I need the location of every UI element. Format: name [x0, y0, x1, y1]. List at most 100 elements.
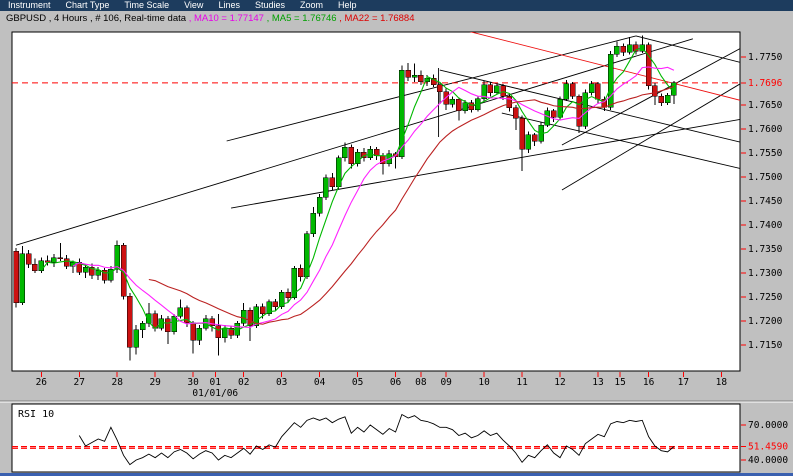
trend-line-black[interactable] [635, 35, 793, 76]
price-tick-label: 1.7500 [748, 172, 783, 183]
candle-down [259, 306, 266, 315]
price-tick-label: 1.7400 [748, 220, 783, 231]
candle-up [582, 92, 589, 127]
menu-item-help[interactable]: Help [338, 0, 357, 10]
current-price-label: 1.7696 [748, 78, 783, 89]
trend-line-black[interactable] [439, 69, 793, 155]
time-tick-label: 03 [276, 377, 287, 388]
price-tick-label: 1.7250 [748, 292, 783, 303]
candle-up [399, 70, 405, 158]
price-tick-label: 1.7200 [748, 316, 783, 327]
candle-up [222, 327, 228, 339]
candle-down [228, 327, 234, 336]
candlestick-layer [13, 35, 677, 361]
menu-item-view[interactable]: View [184, 0, 204, 10]
candle-down [89, 266, 95, 276]
candle-up [177, 307, 184, 317]
candle-down [101, 269, 108, 281]
menu-item-zoom[interactable]: Zoom [299, 0, 323, 10]
candle-down [247, 310, 253, 327]
trend-line-black[interactable] [226, 35, 637, 142]
candle-down [285, 291, 291, 299]
candle-up [607, 53, 614, 108]
candle-down [405, 70, 411, 78]
candle-up [449, 98, 456, 105]
candle-down [500, 85, 506, 97]
candle-down [620, 46, 627, 53]
rsi-tick-label: 70.0000 [748, 420, 788, 431]
rsi-current-value-label: 51.4590 [748, 442, 788, 453]
trend-line-black[interactable] [561, 80, 747, 191]
candle-down [652, 85, 658, 97]
candle-up [614, 46, 620, 55]
main-plot-layers [12, 29, 793, 361]
time-axis: 26 27 28 29 30 01 02 03 04 05 06 08 09 10 11 12 13 15 16 17… [36, 372, 728, 399]
candle-down [531, 134, 538, 142]
price-tick-label: 1.7300 [748, 268, 783, 279]
candle-down [468, 102, 475, 111]
candle-up [481, 84, 487, 100]
candle-down [513, 107, 519, 119]
ma-line-ma22 [148, 85, 675, 325]
time-tick-label: 27 [74, 377, 85, 388]
time-tick-label: 16 [643, 377, 655, 388]
time-tick-label: 15 [614, 377, 625, 388]
menu-bar: Instrument Chart Type Time Scale View Lines S… [0, 0, 793, 11]
candle-up [494, 85, 500, 93]
trend-line-black[interactable] [501, 112, 793, 181]
menu-item-studies[interactable]: Studies [254, 0, 285, 10]
candle-up [316, 196, 323, 214]
candle-down [297, 267, 304, 278]
menu-item-chart-type[interactable]: Chart Type [65, 0, 110, 10]
candle-down [329, 177, 336, 187]
candle-down [569, 83, 576, 97]
time-tick-label: 02 [238, 377, 249, 388]
main-plot-area[interactable] [11, 31, 741, 372]
candle-down [63, 258, 70, 267]
menu-item-instrument[interactable]: Instrument [8, 0, 51, 10]
price-axis: 1.7750 1.7650 1.7600 1.7550 1.7500 1.7450 1.74… [741, 52, 783, 351]
candle-up [563, 83, 570, 100]
candle-up [278, 291, 285, 307]
candle-up [146, 313, 152, 324]
time-tick-label: 13 [592, 377, 603, 388]
candle-down [576, 96, 582, 127]
menu-item-time-scale[interactable]: Time Scale [124, 0, 170, 10]
candle-up [291, 267, 298, 299]
menu-item-lines[interactable]: Lines [218, 0, 240, 10]
candle-down [437, 84, 443, 92]
rsi-plot-area[interactable] [11, 403, 741, 473]
candle-up [411, 74, 418, 78]
chart-canvas[interactable]: 1.7750 1.7650 1.7600 1.7550 1.7500 1.7450 1.74… [0, 25, 793, 476]
ma22-value-label: , MA22 = 1.76884 [336, 12, 415, 24]
candle-down [127, 295, 133, 348]
chart-title-bar: GBPUSD , 4 Hours , # 106, Real-time data… [0, 11, 793, 25]
time-tick-label: 10 [478, 377, 490, 388]
candle-up [171, 315, 177, 332]
candle-down [430, 77, 437, 86]
candle-up [424, 77, 430, 83]
time-tick-label: 18 [716, 377, 728, 388]
candle-up [310, 212, 317, 234]
candle-up [544, 110, 551, 126]
candle-up [266, 301, 272, 315]
ma5-value-label: , MA5 = 1.76746 [263, 12, 337, 24]
time-tick-label: 12 [554, 377, 565, 388]
candle-down [215, 325, 222, 339]
candle-up [323, 177, 329, 198]
rsi-panel-label: RSI 10 [18, 409, 54, 420]
time-tick-label: 06 [390, 377, 402, 388]
candle-down [348, 146, 355, 164]
time-tick-label: 09 [440, 377, 452, 388]
candle-up [354, 151, 361, 164]
bottom-window-edge [0, 473, 793, 476]
time-tick-label: 11 [516, 377, 528, 388]
candle-down [550, 110, 557, 118]
candle-down [184, 307, 190, 324]
candle-up [38, 260, 45, 271]
price-tick-label: 1.7450 [748, 196, 783, 207]
trend-line-red[interactable] [459, 29, 793, 114]
time-tick-label: 17 [678, 377, 689, 388]
trend-line-black[interactable] [15, 38, 694, 246]
